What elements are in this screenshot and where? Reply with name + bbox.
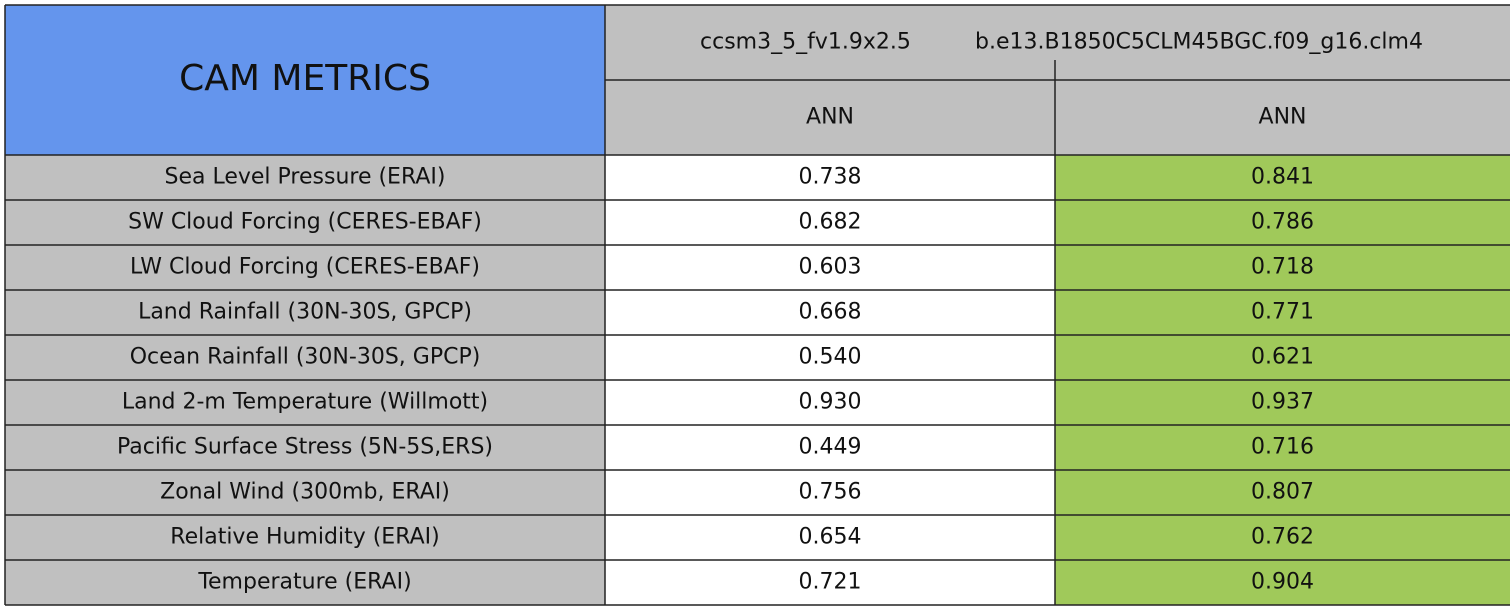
cell-value: 0.771	[1251, 300, 1314, 325]
value-cell	[605, 380, 1055, 425]
row-label: Ocean Rainfall (30N-30S, GPCP)	[130, 345, 481, 370]
table-title: CAM METRICS	[179, 58, 431, 99]
value-cell	[605, 290, 1055, 335]
row-label-cell	[5, 380, 605, 425]
cell-value: 0.449	[799, 435, 862, 460]
cell-value: 0.621	[1251, 345, 1314, 370]
cell-value: 0.841	[1251, 165, 1314, 190]
row-label-cell	[5, 560, 605, 605]
season-header: ANN	[806, 105, 854, 130]
value-cell-highlight	[1055, 290, 1510, 335]
column-header: ccsm3_5_fv1.9x2.5	[700, 30, 911, 55]
cell-value: 0.603	[799, 255, 862, 280]
cell-backgrounds	[5, 5, 1510, 605]
row-label: Zonal Wind (300mb, ERAI)	[160, 480, 450, 505]
row-label-cell	[5, 155, 605, 200]
value-cell	[605, 200, 1055, 245]
row-label: Land 2-m Temperature (Willmott)	[122, 390, 488, 415]
value-cell-highlight	[1055, 245, 1510, 290]
row-label: Temperature (ERAI)	[197, 570, 411, 595]
value-cell-highlight	[1055, 560, 1510, 605]
value-cell	[605, 560, 1055, 605]
grid-lines	[4, 4, 1510, 606]
cell-value: 0.682	[799, 210, 862, 235]
row-label-cell	[5, 425, 605, 470]
cell-value: 0.654	[799, 525, 862, 550]
cell-value: 0.786	[1251, 210, 1314, 235]
value-cell	[605, 155, 1055, 200]
cell-value: 0.668	[799, 300, 862, 325]
row-label: LW Cloud Forcing (CERES-EBAF)	[130, 255, 480, 280]
value-cell	[605, 515, 1055, 560]
row-label-cell	[5, 515, 605, 560]
row-label-cell	[5, 200, 605, 245]
cell-value: 0.756	[799, 480, 862, 505]
cell-texts: CAM METRICS ccsm3_5_fv1.9x2.5 b.e13.B1850C…	[117, 30, 1423, 595]
cell-value: 0.716	[1251, 435, 1314, 460]
column-header: b.e13.B1850C5CLM45BGC.f09_g16.clm4	[975, 30, 1423, 55]
row-label-cell	[5, 290, 605, 335]
cell-value: 0.721	[799, 570, 862, 595]
cell-value: 0.762	[1251, 525, 1314, 550]
title-cell	[5, 5, 605, 155]
row-label-cell	[5, 245, 605, 290]
value-cell-highlight	[1055, 470, 1510, 515]
cell-value: 0.807	[1251, 480, 1314, 505]
cell-value: 0.930	[799, 390, 862, 415]
row-label-cell	[5, 470, 605, 515]
row-label: Land Rainfall (30N-30S, GPCP)	[138, 300, 472, 325]
cell-value: 0.738	[799, 165, 862, 190]
row-label: SW Cloud Forcing (CERES-EBAF)	[128, 210, 482, 235]
value-cell-highlight	[1055, 515, 1510, 560]
row-label: Sea Level Pressure (ERAI)	[165, 165, 446, 190]
value-cell	[605, 245, 1055, 290]
value-cell-highlight	[1055, 200, 1510, 245]
value-cell-highlight	[1055, 380, 1510, 425]
value-cell-highlight	[1055, 155, 1510, 200]
cell-value: 0.718	[1251, 255, 1314, 280]
value-cell-highlight	[1055, 335, 1510, 380]
value-cell	[605, 470, 1055, 515]
season-header: ANN	[1259, 105, 1307, 130]
cell-value: 0.540	[799, 345, 862, 370]
row-label-cell	[5, 335, 605, 380]
value-cell	[605, 335, 1055, 380]
value-cell-highlight	[1055, 425, 1510, 470]
cell-value: 0.904	[1251, 570, 1314, 595]
value-cell	[605, 425, 1055, 470]
row-label: Pacific Surface Stress (5N-5S,ERS)	[117, 435, 493, 460]
row-label: Relative Humidity (ERAI)	[170, 525, 439, 550]
cell-value: 0.937	[1251, 390, 1314, 415]
